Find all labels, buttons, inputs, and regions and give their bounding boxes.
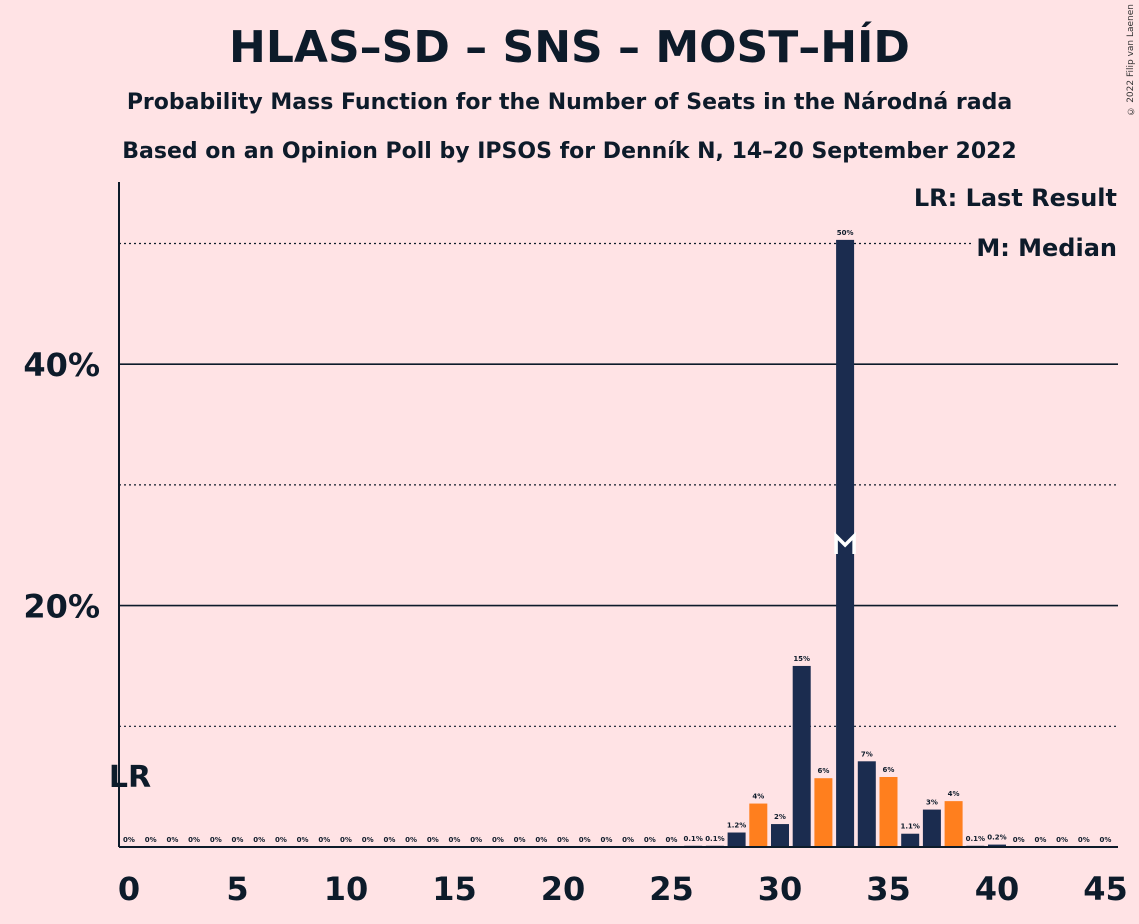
bar-label-seat-22: 0% [600,836,612,844]
bar-label-seat-5: 0% [232,836,244,844]
bar-label-seat-17: 0% [492,836,504,844]
markers: LR [109,531,856,795]
bar-label-seat-2: 0% [166,836,178,844]
bar-label-seat-0: 0% [123,836,135,844]
bar-label-seat-25: 0% [666,836,678,844]
gridlines [119,242,1118,727]
bar-label-seat-8: 0% [297,836,309,844]
bar-seat-28 [727,832,746,847]
bar-label-seat-1: 0% [145,836,157,844]
bar-label-seat-41: 0% [1013,836,1025,844]
bar-label-seat-15: 0% [449,836,461,844]
bar-value-labels: 0% 0% 0% 0% 0% 0% 0% 0% 0% 0% 0% 0% 0% 0% 0% 0% 0% 0% 0% 0%… [123,229,1111,844]
bar-label-seat-37: 3% [926,799,938,807]
bar-label-seat-11: 0% [362,836,374,844]
bar-seat-31 [792,665,811,847]
chart-title: HLAS–SD – SNS – MOST–HÍD [229,22,910,73]
bar-seat-38 [944,801,963,847]
y-tick-label-20: 20% [23,588,100,626]
legend-median: M: Median [974,234,1119,262]
bar-seat-29 [749,803,768,847]
x-tick-label-35: 35 [866,870,911,908]
bar-seat-36 [901,833,920,847]
bar-label-seat-24: 0% [644,836,656,844]
bar-label-seat-43: 0% [1056,836,1068,844]
x-tick-label-10: 10 [324,870,369,908]
bar-label-seat-10: 0% [340,836,352,844]
x-tick-label-25: 25 [649,870,694,908]
bar-label-seat-23: 0% [622,836,634,844]
x-tick-label-45: 45 [1083,870,1128,908]
bar-label-seat-45: 0% [1100,836,1112,844]
bar-label-seat-13: 0% [405,836,417,844]
bar-label-seat-6: 0% [253,836,265,844]
bar-seat-37 [922,809,941,847]
bar-label-seat-34: 7% [861,750,873,758]
bar-label-seat-14: 0% [427,836,439,844]
bar-label-seat-31: 15% [793,655,810,663]
x-tick-label-15: 15 [432,870,477,908]
y-tick-label-40: 40% [23,346,100,384]
bar-label-seat-19: 0% [535,836,547,844]
bar-seat-40 [988,844,1006,847]
x-tick-label-5: 5 [226,870,248,908]
x-tick-label-40: 40 [975,870,1020,908]
bar-label-seat-27: 0.1% [705,835,724,843]
bar-label-seat-32: 6% [817,767,829,775]
chart-source: Based on an Opinion Poll by IPSOS for De… [122,139,1017,164]
x-tick-label-20: 20 [541,870,586,908]
x-tick-label-0: 0 [118,870,140,908]
bar-label-seat-39: 0.1% [966,835,985,843]
bar-label-seat-20: 0% [557,836,569,844]
bar-seat-32 [814,778,833,847]
chart-subtitle: Probability Mass Function for the Number… [126,90,1013,115]
bar-label-seat-36: 1.1% [900,823,919,831]
bar-label-seat-21: 0% [579,836,591,844]
legend-last-result: LR: Last Result [911,184,1119,212]
bar-label-seat-38: 4% [948,790,960,798]
bar-label-seat-3: 0% [188,836,200,844]
bar-seat-35 [879,776,898,847]
last-result-marker: LR [109,760,151,795]
bar-label-seat-33: 50% [837,229,854,237]
bar-label-seat-16: 0% [470,836,482,844]
bar-label-seat-12: 0% [383,836,395,844]
bar-label-seat-9: 0% [318,836,330,844]
median-marker [834,531,856,554]
bar-seat-30 [771,824,789,847]
bar-label-seat-40: 0.2% [987,834,1006,842]
bar-label-seat-28: 1.2% [727,822,746,830]
bar-label-seat-18: 0% [514,836,526,844]
bar-label-seat-7: 0% [275,836,287,844]
axes: 0 5 10 15 20 25 30 35 40 45 20% 40% [23,182,1128,908]
x-tick-label-30: 30 [758,870,803,908]
bar-label-seat-44: 0% [1078,836,1090,844]
bar-label-seat-29: 4% [752,793,764,801]
bar-label-seat-4: 0% [210,836,222,844]
bar-label-seat-30: 2% [774,813,786,821]
bar-label-seat-26: 0.1% [683,835,702,843]
bar-seat-34 [857,761,876,847]
bar-label-seat-42: 0% [1034,836,1046,844]
bar-label-seat-35: 6% [883,766,895,774]
